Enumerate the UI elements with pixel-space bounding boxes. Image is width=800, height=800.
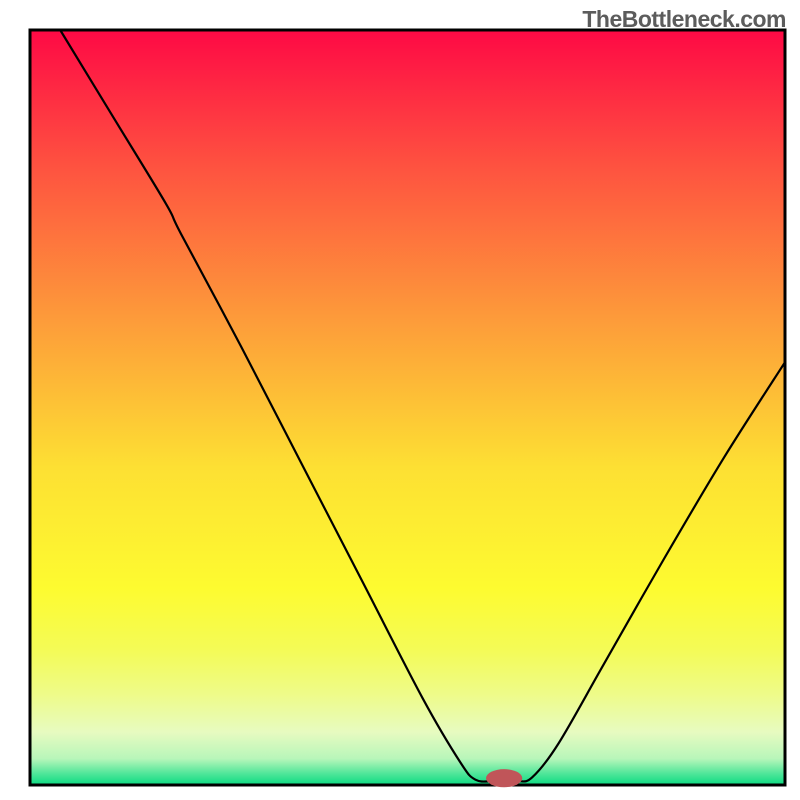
optimal-marker xyxy=(486,769,522,787)
chart-container: TheBottleneck.com xyxy=(0,0,800,800)
watermark-text: TheBottleneck.com xyxy=(582,6,786,33)
bottleneck-curve-chart xyxy=(0,0,800,800)
